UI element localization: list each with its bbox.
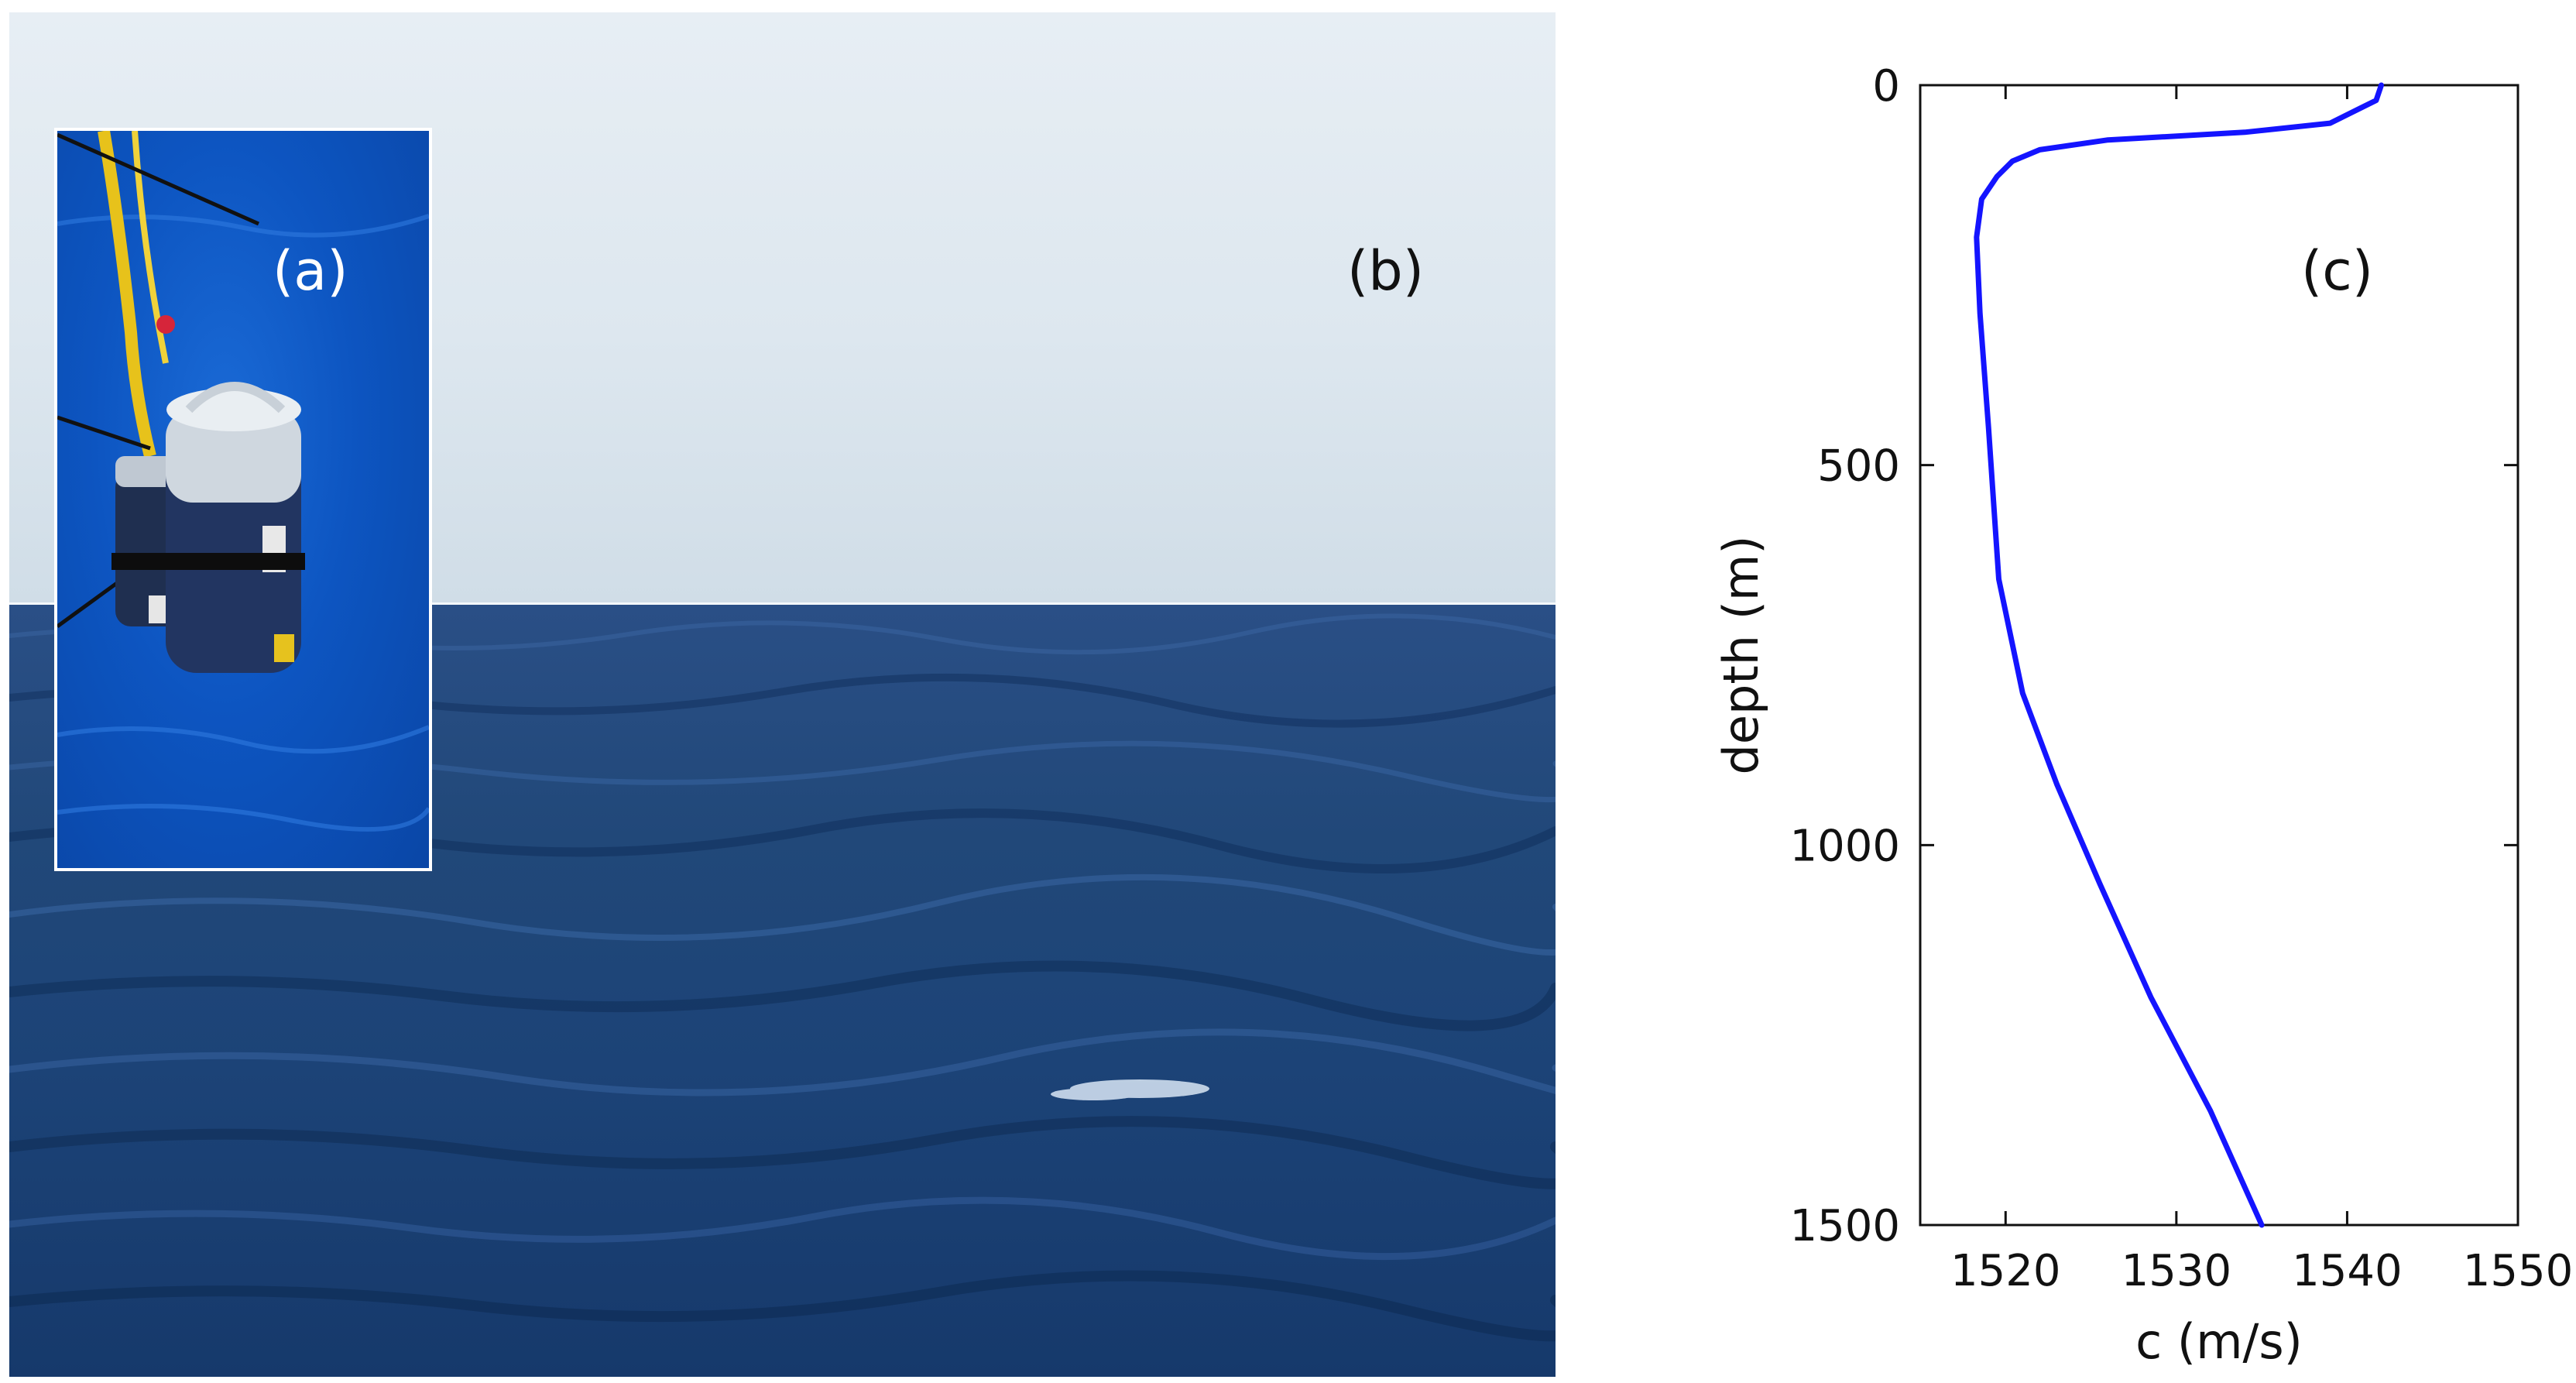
panel-label-c: (c) bbox=[2301, 239, 2374, 303]
x-axis-label: c (m/s) bbox=[2135, 1313, 2303, 1370]
sound-speed-profile-line bbox=[1974, 82, 2384, 1228]
instrument-inset-photo bbox=[54, 128, 432, 871]
wave-texture bbox=[9, 613, 1556, 1342]
sea-photo bbox=[9, 12, 1556, 1377]
x-tick-label: 1550 bbox=[2463, 1246, 2574, 1296]
y-tick-label: 0 bbox=[1872, 61, 1900, 112]
plot-frame bbox=[1919, 84, 2519, 1227]
y-tick-label: 1500 bbox=[1789, 1201, 1900, 1251]
x-tick-label: 1520 bbox=[1950, 1246, 2061, 1296]
sound-speed-chart: 1520 1530 1540 1550 0 500 1000 1500 c (m/s) depth… bbox=[1665, 31, 2576, 1383]
x-tick-label: 1530 bbox=[2122, 1246, 2232, 1296]
instrument-illustration bbox=[57, 131, 429, 832]
y-tick-label: 500 bbox=[1817, 441, 1900, 492]
y-tick-label: 1000 bbox=[1789, 821, 1900, 871]
x-tick-label: 1540 bbox=[2292, 1246, 2403, 1296]
panel-label-b: (b) bbox=[1347, 239, 1425, 303]
chart-svg: 1520 1530 1540 1550 0 500 1000 1500 c (m/s) depth… bbox=[1713, 61, 2574, 1370]
panel-label-a: (a) bbox=[273, 239, 348, 303]
y-axis-label: depth (m) bbox=[1713, 536, 1769, 775]
horizon-line bbox=[9, 602, 1556, 605]
